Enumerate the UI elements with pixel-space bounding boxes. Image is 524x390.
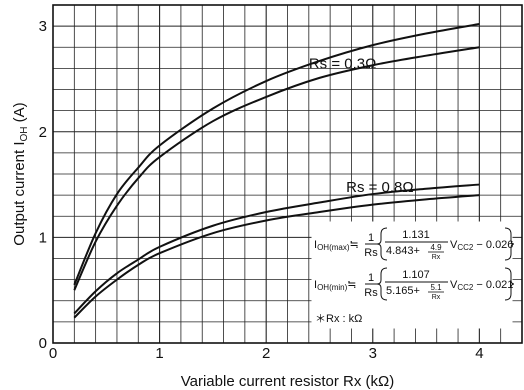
svg-text:IOH(min)≒: IOH(min)≒ <box>314 279 357 292</box>
formula-min: IOH(min)≒ 1 Rs 1.107 5.165+ 5.1 Rx VCC2 … <box>314 267 515 301</box>
formula-box: IOH(max)≒ 1 Rs 1.131 4.843+ 4.9 Rx VCC2 … <box>311 221 515 329</box>
y-axis-label-main: Output current I <box>11 141 28 245</box>
x-tick-label: 2 <box>262 345 270 362</box>
formula-min-den-frac-num: 5.1 <box>430 283 442 292</box>
formula-min-approx: ≒ <box>347 279 356 291</box>
x-tick-label: 0 <box>49 345 57 362</box>
formula-max-one: 1 <box>368 232 374 244</box>
plot-frame <box>52 4 523 344</box>
y-tick-labels: 0 1 2 3 <box>39 18 47 352</box>
x-tick-label: 3 <box>369 345 377 362</box>
formula-min-tail-sub: CC2 <box>457 283 474 292</box>
formula-min-numerator: 1.107 <box>402 269 430 281</box>
curve-max <box>73 183 480 315</box>
x-tick-label: 4 <box>475 345 483 362</box>
y-tick-label: 2 <box>39 124 47 141</box>
formula-max-tail-const: − 0.026 <box>473 239 513 251</box>
curves <box>73 23 480 319</box>
svg-text:IOH(max)≒: IOH(max)≒ <box>314 239 359 252</box>
curve-min <box>73 46 480 291</box>
formula-max-tail-sub: CC2 <box>457 243 474 252</box>
x-tick-label: 1 <box>155 345 163 362</box>
formula-min-sub: OH(min) <box>317 283 348 292</box>
curve-annotations: Rs = 0.3Ω Rs = 0.8Ω <box>309 55 414 196</box>
formula-max-sub: OH(max) <box>317 243 350 252</box>
formula-max-den-frac-num: 4.9 <box>430 243 442 252</box>
y-tick-label: 3 <box>39 18 47 35</box>
y-tick-label: 0 <box>39 335 47 352</box>
y-axis-label-sub: OH <box>19 126 30 141</box>
y-axis-label-unit: (A) <box>11 102 28 126</box>
formula-max-prefix: I <box>314 239 317 251</box>
svg-text:VCC2 − 0.026: VCC2 − 0.026 <box>450 239 513 252</box>
formula-min-tail-const: − 0.021 <box>473 279 513 291</box>
x-axis-label: Variable current resistor Rx (kΩ) <box>181 373 395 390</box>
formula-max-approx: ≒ <box>350 239 359 251</box>
formula-min-one: 1 <box>368 272 374 284</box>
formula-min-den-frac-den: Rx <box>432 294 441 301</box>
formula-note: ＊Rx : kΩ <box>315 313 362 325</box>
svg-text:VCC2 − 0.021: VCC2 − 0.021 <box>450 279 513 292</box>
y-tick-label: 1 <box>39 229 47 246</box>
formula-max-numerator: 1.131 <box>402 229 430 241</box>
formula-max-den-const: 4.843+ <box>386 245 420 257</box>
formula-min-prefix: I <box>314 279 317 291</box>
formula-min-den-const: 5.165+ <box>386 285 420 297</box>
y-axis-label: Output current IOH (A) <box>11 102 30 245</box>
curve-max <box>73 23 480 286</box>
x-tick-labels: 0 1 2 3 4 <box>49 345 484 362</box>
formula-max-rs: Rs <box>364 247 378 259</box>
formula-max: IOH(max)≒ 1 Rs 1.131 4.843+ 4.9 Rx VCC2 … <box>314 227 515 261</box>
series-annotation: Rs = 0.8Ω <box>346 179 414 196</box>
formula-max-den-frac-den: Rx <box>432 254 441 261</box>
series-annotation: Rs = 0.3Ω <box>309 55 377 72</box>
formula-min-rs: Rs <box>364 287 378 299</box>
formula-max-tail: V <box>450 239 458 251</box>
curve-min <box>73 194 480 319</box>
formula-min-tail: V <box>450 279 458 291</box>
